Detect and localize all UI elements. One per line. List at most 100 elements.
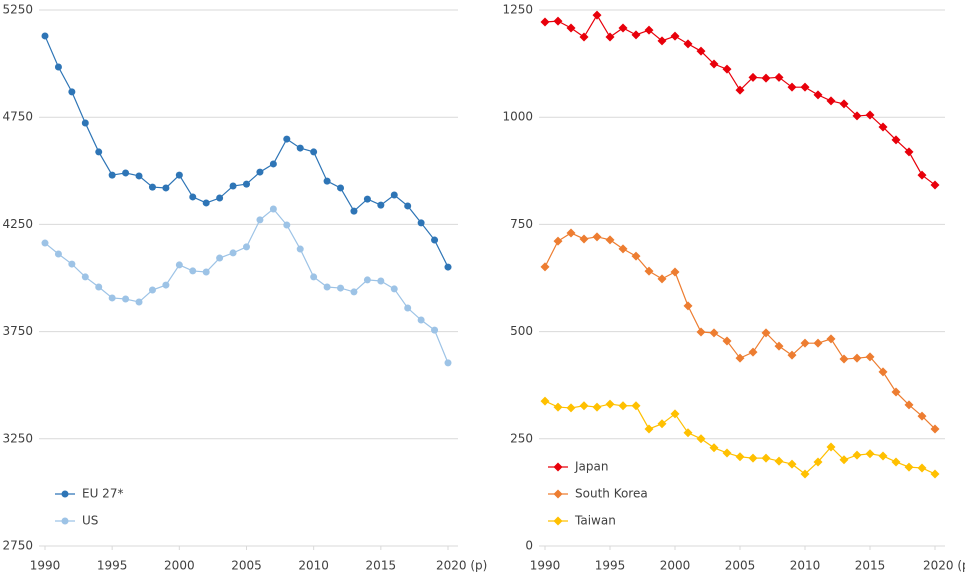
data-point (135, 172, 143, 180)
data-point (722, 64, 732, 74)
data-point (175, 261, 183, 269)
data-point (540, 396, 550, 406)
x-tick-label: 1990 (30, 559, 61, 573)
data-point (592, 402, 602, 412)
data-point (283, 135, 291, 143)
data-point (202, 199, 210, 207)
data-point (41, 239, 49, 247)
x-tick-label: 2010 (790, 559, 821, 573)
data-point (787, 459, 797, 469)
data-point (189, 193, 197, 201)
data-point (592, 232, 602, 242)
y-tick-label: 500 (510, 324, 533, 338)
data-point (417, 219, 425, 227)
data-point (839, 354, 849, 364)
data-point (748, 72, 758, 82)
data-point (930, 180, 940, 190)
data-point (243, 180, 250, 188)
data-point (722, 336, 732, 346)
data-point (631, 401, 641, 411)
y-tick-label: 0 (525, 539, 533, 553)
y-tick-label: 4250 (2, 217, 33, 231)
data-point (148, 286, 156, 294)
x-tick-label: 1995 (97, 559, 128, 573)
data-point (761, 328, 771, 338)
data-point (865, 352, 875, 362)
data-point (878, 122, 888, 132)
data-point (878, 451, 888, 461)
data-point (269, 205, 277, 213)
data-point (296, 245, 304, 253)
x-tick-label: 2015 (366, 559, 397, 573)
data-point (696, 327, 706, 337)
data-point (683, 39, 693, 49)
data-point (839, 455, 849, 465)
data-point (891, 135, 901, 145)
series-line (44, 208, 449, 364)
data-point (605, 399, 615, 409)
data-point (657, 274, 667, 284)
x-tick-label: 2000 (164, 559, 195, 573)
data-point (216, 194, 224, 202)
series-line (44, 35, 449, 268)
x-tick-label: 1990 (530, 559, 561, 573)
x-tick-label: 2005 (231, 559, 262, 573)
data-point (390, 285, 398, 293)
data-point (390, 191, 398, 199)
data-point (592, 10, 602, 20)
data-point (644, 25, 654, 35)
data-point (865, 110, 875, 120)
data-point (865, 449, 875, 459)
data-point (350, 288, 358, 296)
data-point (826, 334, 836, 344)
data-point (787, 82, 797, 92)
data-point (722, 448, 732, 458)
data-point (122, 169, 130, 177)
data-point (748, 347, 758, 357)
data-point (618, 401, 628, 411)
data-point (735, 353, 745, 363)
data-point (337, 184, 345, 192)
data-point (202, 268, 210, 276)
data-point (243, 243, 250, 251)
data-point (81, 119, 89, 127)
x-tick-label: 2015 (855, 559, 886, 573)
data-point (761, 73, 771, 83)
data-point (631, 30, 641, 40)
y-tick-label: 5250 (2, 3, 33, 17)
data-point (800, 338, 810, 348)
y-tick-label: 4750 (2, 110, 33, 124)
data-point (735, 85, 745, 95)
data-point (748, 453, 758, 463)
data-point (377, 277, 385, 285)
data-point (930, 469, 940, 479)
data-point (904, 147, 914, 157)
legend-marker (553, 462, 563, 472)
y-tick-label: 750 (510, 217, 533, 231)
x-tick-label: 2000 (660, 559, 691, 573)
data-point (696, 434, 706, 444)
data-point (670, 31, 680, 41)
data-point (540, 17, 550, 27)
legend-label: EU 27* (82, 487, 123, 501)
data-point (839, 99, 849, 109)
data-point (162, 184, 170, 192)
data-point (826, 96, 836, 106)
data-point (553, 16, 563, 26)
data-point (709, 328, 719, 338)
x-tick-label: 1995 (595, 559, 626, 573)
data-point (735, 452, 745, 462)
data-point (269, 160, 277, 168)
data-point (618, 244, 628, 254)
data-point (404, 202, 412, 210)
data-point (657, 419, 667, 429)
data-point (95, 283, 103, 291)
data-point (670, 409, 680, 419)
data-point (404, 304, 412, 312)
x-tick-label: 2020 (p) (923, 559, 965, 573)
y-tick-label: 3750 (2, 324, 33, 338)
data-point (683, 428, 693, 438)
data-point (605, 32, 615, 42)
data-point (813, 338, 823, 348)
